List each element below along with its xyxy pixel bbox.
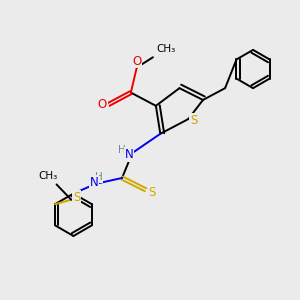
- Text: S: S: [73, 191, 80, 204]
- Text: N: N: [90, 176, 98, 189]
- Text: O: O: [132, 55, 141, 68]
- Text: CH₃: CH₃: [156, 44, 175, 54]
- Text: S: S: [190, 114, 197, 127]
- Text: S: S: [148, 186, 156, 199]
- Text: H: H: [118, 145, 126, 155]
- Text: H: H: [95, 172, 103, 182]
- Text: N: N: [124, 148, 133, 161]
- Text: CH₃: CH₃: [39, 171, 58, 181]
- Text: O: O: [98, 98, 107, 111]
